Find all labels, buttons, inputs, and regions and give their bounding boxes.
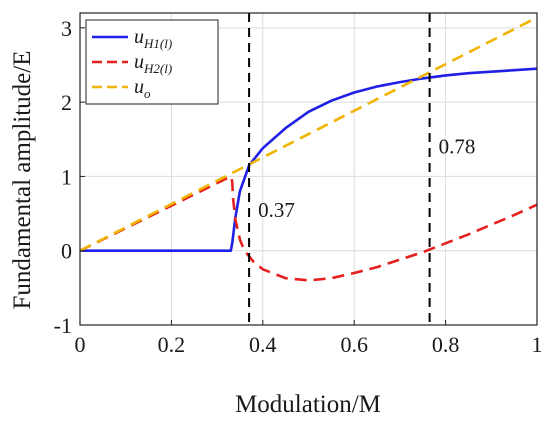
x-tick-label: 0.8 xyxy=(432,332,460,357)
legend-entry-1: uH2(l) xyxy=(134,51,172,76)
y-tick-label: 1 xyxy=(61,164,72,189)
x-tick-label: 0.4 xyxy=(249,332,277,357)
legend-entry-subscript: o xyxy=(144,86,151,101)
legend-entry-0: uH1(l) xyxy=(134,26,172,51)
legend-entry-2: uo xyxy=(134,76,151,101)
axes xyxy=(79,12,538,326)
series-line-2 xyxy=(79,16,538,252)
x-tick-label: 0 xyxy=(75,332,86,357)
series-line-1 xyxy=(79,175,538,282)
y-tick-label: -1 xyxy=(54,313,72,338)
x-axis-label: Modulation/M xyxy=(235,391,381,418)
legend-entry-main: u xyxy=(134,26,144,48)
legend-entry-subscript: H1(l) xyxy=(143,36,172,51)
reference-lines: 0.37 0.78 xyxy=(248,13,476,325)
y-tick-label: 2 xyxy=(61,90,72,115)
y-tick-label: 3 xyxy=(61,16,72,41)
series-layer xyxy=(79,16,538,282)
x-tick-label: 1 xyxy=(532,332,543,357)
legend: uH1(l)uH2(l)uo xyxy=(85,19,219,105)
y-axis-label: Fundamental amplitude/E xyxy=(9,51,36,310)
legend-entry-main: u xyxy=(134,76,144,98)
legend-entry-subscript: H2(l) xyxy=(143,61,172,76)
plot-frame xyxy=(79,12,538,326)
y-tick-label: 0 xyxy=(61,239,72,264)
x-tick-label: 0.2 xyxy=(158,332,186,357)
vline-label-0: 0.37 xyxy=(258,198,295,222)
legend-entry-main: u xyxy=(134,51,144,73)
vline-label-1: 0.78 xyxy=(439,135,476,159)
x-tick-label: 0.6 xyxy=(340,332,368,357)
